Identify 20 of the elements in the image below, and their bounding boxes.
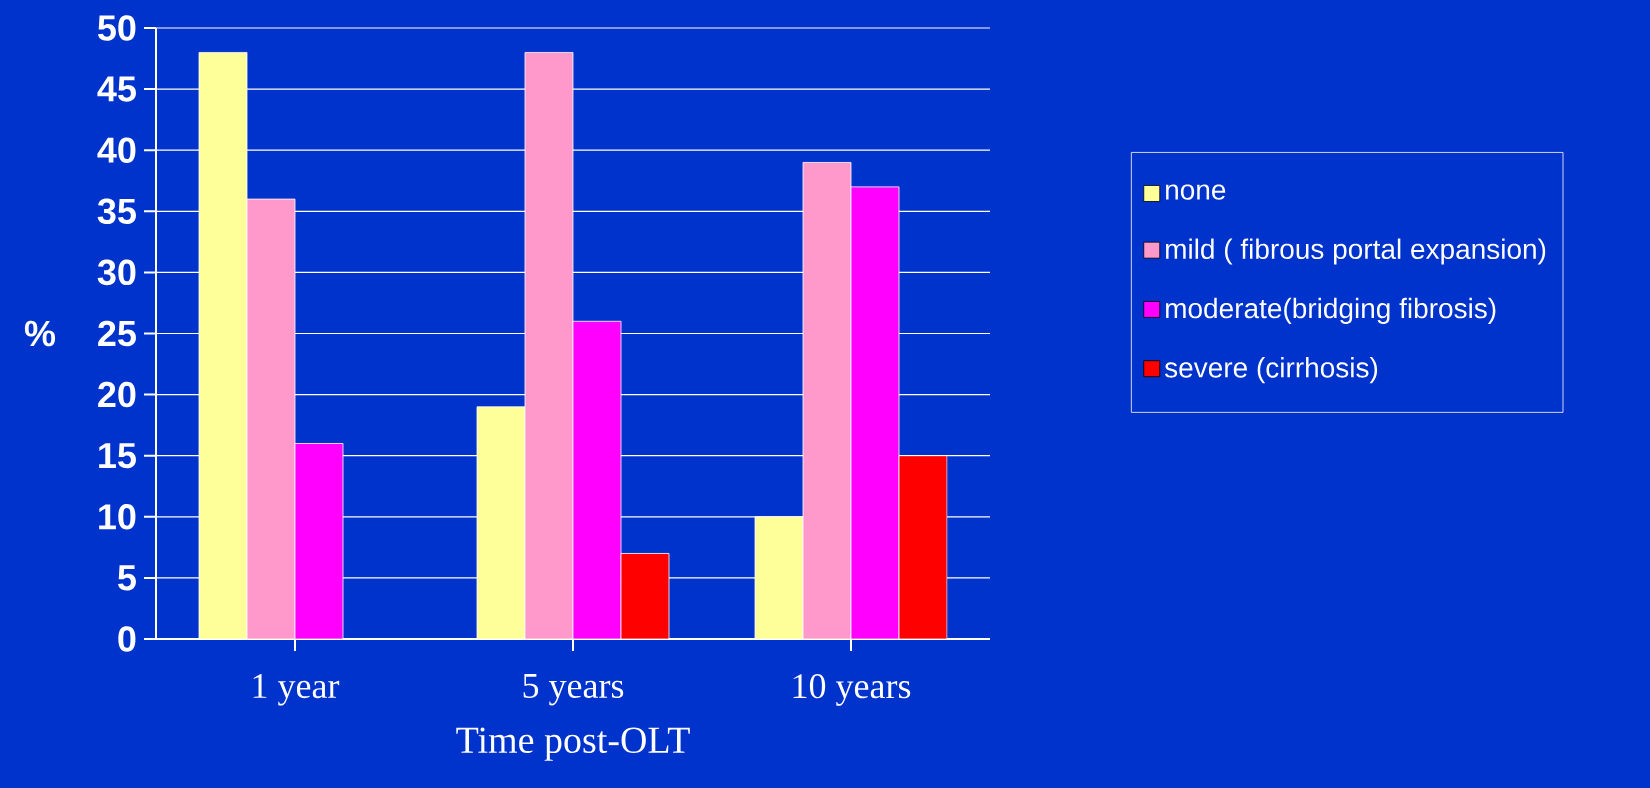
x-tick-label: 1 year bbox=[253, 674, 340, 706]
y-tick-label: 0 bbox=[118, 626, 136, 652]
y-tick-label: 45 bbox=[97, 76, 136, 102]
legend-label: moderate(bridging fibrosis) bbox=[1166, 297, 1496, 324]
y-tick-label: 30 bbox=[97, 259, 136, 286]
legend-label: mild ( fibrous portal expansion) bbox=[1166, 238, 1546, 265]
y-tick-label: 20 bbox=[98, 381, 136, 408]
y-tick-label: 40 bbox=[97, 137, 136, 163]
y-tick-label: 50 bbox=[97, 15, 136, 41]
x-axis-title: Time post-OLT bbox=[456, 727, 690, 761]
y-tick-label: 5 bbox=[118, 565, 136, 591]
legend-label: severe (cirrhosis) bbox=[1164, 357, 1378, 384]
legend-label: none bbox=[1166, 184, 1226, 200]
y-tick-label: 10 bbox=[99, 504, 136, 530]
y-tick-label: 25 bbox=[98, 320, 136, 347]
x-tick-label: 5 years bbox=[523, 674, 624, 706]
y-tick-label: 15 bbox=[99, 443, 136, 469]
y-tick-label: 35 bbox=[97, 198, 136, 225]
x-tick-label: 10 years bbox=[793, 674, 911, 706]
y-axis-title: % bbox=[24, 320, 56, 347]
